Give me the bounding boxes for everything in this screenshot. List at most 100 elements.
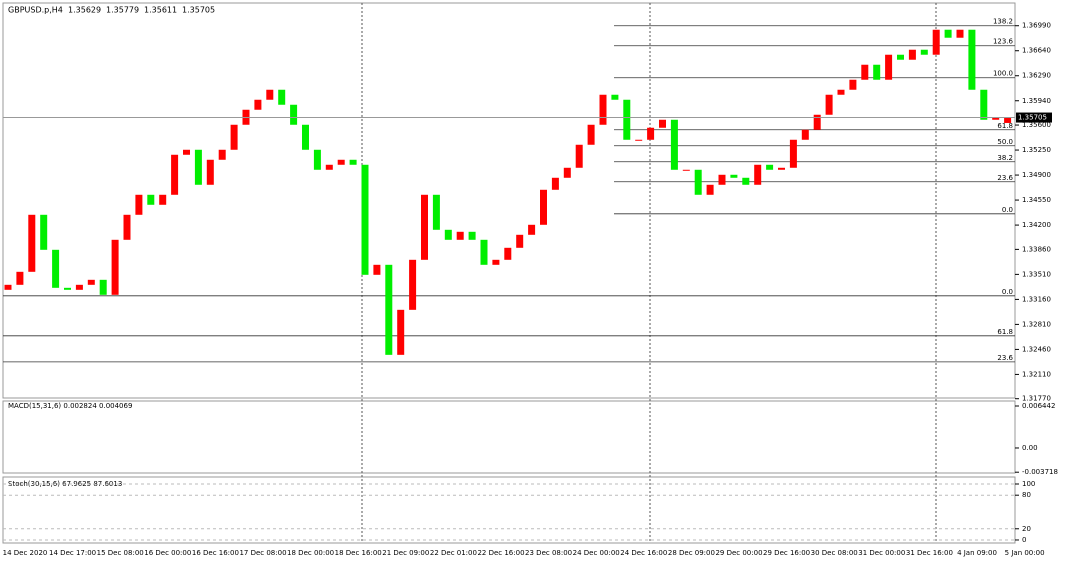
candle xyxy=(206,159,214,185)
x-tick-label: 14 Dec 17:00 xyxy=(49,549,96,557)
candle xyxy=(706,184,714,195)
macd-label: MACD(15,31,6) 0.002824 0.004069 xyxy=(8,402,132,410)
candle xyxy=(908,49,916,60)
x-tick-label: 16 Dec 16:00 xyxy=(192,549,239,557)
y-tick-label: 1.32460 xyxy=(1022,345,1051,353)
fib-label: 123.6 xyxy=(993,38,1014,46)
ohlc-value: 1.35779 xyxy=(106,6,139,15)
fib-label: 0.0 xyxy=(1002,206,1013,214)
x-tick-label: 21 Dec 09:00 xyxy=(382,549,429,557)
y-tick-label: 80 xyxy=(1022,491,1031,499)
candle xyxy=(551,177,559,190)
candle xyxy=(194,149,202,185)
y-tick-label: 100 xyxy=(1022,480,1035,488)
x-tick-label: 23 Dec 08:00 xyxy=(525,549,572,557)
x-tick-label: 24 Dec 00:00 xyxy=(573,549,620,557)
current-price-box xyxy=(1016,112,1052,123)
x-tick-label: 31 Dec 16:00 xyxy=(906,549,953,557)
y-tick-label: 1.35600 xyxy=(1022,121,1051,129)
candle xyxy=(789,139,797,168)
candle xyxy=(254,99,262,110)
y-tick-label: 1.33160 xyxy=(1022,295,1051,303)
candle xyxy=(64,287,71,290)
candle xyxy=(920,49,928,55)
candle xyxy=(992,117,1000,120)
y-tick-label: 0.006442 xyxy=(1022,402,1055,410)
candle xyxy=(337,159,345,165)
y-tick-label: 1.32810 xyxy=(1022,320,1051,328)
candle xyxy=(325,164,333,170)
candle xyxy=(456,231,464,240)
x-tick-label: 16 Dec 00:00 xyxy=(144,549,191,557)
y-tick-label: 0 xyxy=(1022,536,1026,544)
macd-panel xyxy=(2,400,1016,474)
x-tick-label: 22 Dec 01:00 xyxy=(430,549,477,557)
candle xyxy=(218,149,226,160)
x-tick-label: 17 Dec 08:00 xyxy=(239,549,286,557)
candle xyxy=(385,264,393,355)
candle xyxy=(956,29,964,38)
symbol: GBPUSD.p,H4 xyxy=(8,6,63,15)
candle xyxy=(4,284,12,290)
fib-label: 50.0 xyxy=(997,138,1013,146)
candle xyxy=(980,89,988,120)
fib-label: 23.6 xyxy=(997,174,1013,182)
candle xyxy=(52,249,60,288)
candle xyxy=(587,124,595,145)
candle xyxy=(349,159,357,165)
fib-label: 61.8 xyxy=(997,122,1013,130)
candle xyxy=(670,119,678,170)
candle xyxy=(813,114,821,130)
candle xyxy=(397,309,405,355)
candle xyxy=(313,149,321,170)
candle xyxy=(361,164,369,275)
candle xyxy=(623,99,631,140)
candle xyxy=(444,229,452,240)
candle xyxy=(635,139,643,141)
y-tick-label: 0.00 xyxy=(1022,444,1038,452)
fib-label: 0.0 xyxy=(1002,288,1013,296)
candle xyxy=(99,279,107,295)
candle xyxy=(135,194,143,215)
fib-label: 38.2 xyxy=(997,154,1013,162)
candle xyxy=(647,127,655,140)
x-tick-label: 14 Dec 2020 xyxy=(3,549,48,557)
candle xyxy=(87,279,95,285)
x-tick-label: 18 Dec 16:00 xyxy=(335,549,382,557)
candle xyxy=(183,149,190,155)
candle xyxy=(504,247,512,260)
candle xyxy=(516,234,524,248)
stoch-panel xyxy=(2,476,1016,544)
candle xyxy=(528,224,536,235)
candle xyxy=(75,284,83,290)
candle xyxy=(861,64,869,80)
y-tick-label: -0.003718 xyxy=(1022,468,1058,476)
candle xyxy=(409,259,417,310)
candle xyxy=(28,214,36,272)
candle xyxy=(932,29,940,55)
y-tick-label: 1.36290 xyxy=(1022,72,1051,80)
y-tick-label: 1.35250 xyxy=(1022,146,1051,154)
candle xyxy=(778,167,785,170)
candle xyxy=(171,154,179,195)
fib-label: 100.0 xyxy=(993,70,1013,78)
candle xyxy=(159,194,167,205)
candle xyxy=(230,124,238,150)
candle xyxy=(742,177,750,185)
x-tick-label: 29 Dec 16:00 xyxy=(763,549,810,557)
x-tick-label: 5 Jan 00:00 xyxy=(1005,549,1045,557)
x-tick-label: 30 Dec 08:00 xyxy=(811,549,858,557)
candle xyxy=(801,129,809,140)
x-tick-label: 22 Dec 16:00 xyxy=(477,549,524,557)
x-tick-label: 15 Dec 08:00 xyxy=(97,549,144,557)
candle xyxy=(885,54,893,80)
candle xyxy=(659,119,666,128)
y-tick-label: 1.34550 xyxy=(1022,196,1051,204)
candle xyxy=(1004,117,1012,123)
candle xyxy=(302,124,309,150)
candle xyxy=(563,167,571,178)
candle xyxy=(873,64,881,80)
candle xyxy=(540,189,547,225)
